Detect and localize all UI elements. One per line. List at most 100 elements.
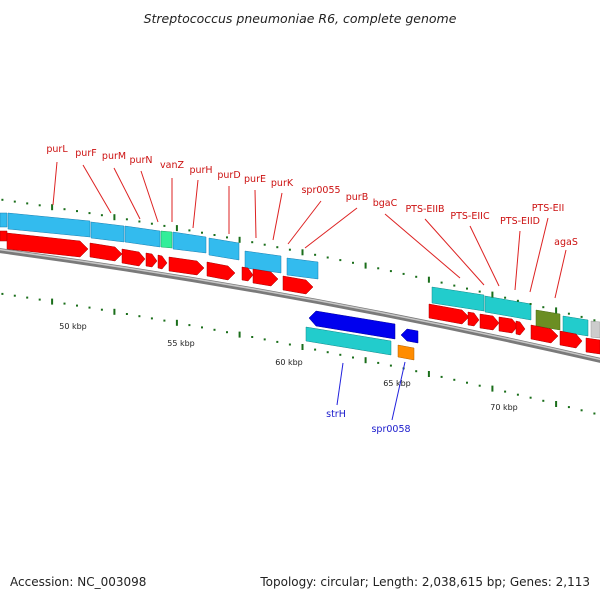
gene-label-spr0055[interactable]: spr0055 xyxy=(301,185,340,196)
gene-block[interactable] xyxy=(431,286,485,312)
cds-arrow[interactable] xyxy=(530,324,559,344)
tick-minor xyxy=(213,328,216,331)
gene-label-spr0058[interactable]: spr0058 xyxy=(371,424,410,435)
gene-block[interactable] xyxy=(124,225,161,248)
tick-major xyxy=(555,401,558,407)
tick-minor xyxy=(377,267,380,270)
tick-minor xyxy=(138,315,141,318)
tick-major xyxy=(491,291,494,298)
cds-arrow[interactable] xyxy=(241,266,254,282)
tick-minor xyxy=(478,384,481,387)
reverse-gene-block-strH[interactable] xyxy=(305,326,392,356)
tick-minor xyxy=(251,241,254,244)
gene-block[interactable] xyxy=(562,315,589,337)
cds-arrow[interactable] xyxy=(585,337,600,355)
gene-block-grey[interactable] xyxy=(590,320,600,339)
gene-label-purK[interactable]: purK xyxy=(271,178,294,189)
tick-minor xyxy=(593,319,596,322)
reverse-cds-arrow-spr0058[interactable] xyxy=(400,328,419,344)
gene-label-PTS-EIIB[interactable]: PTS-EIIB xyxy=(405,204,444,215)
tick-major xyxy=(364,357,367,364)
tick-minor xyxy=(326,351,329,354)
gene-label-PTS-EIID[interactable]: PTS-EIID xyxy=(500,216,540,227)
forward-cds-track xyxy=(0,230,600,355)
map-title: Streptococcus pneumoniae R6, complete ge… xyxy=(144,11,457,26)
gene-label-purM[interactable]: purM xyxy=(102,151,126,162)
cds-arrow[interactable] xyxy=(206,261,236,281)
gene-label-purN[interactable]: purN xyxy=(129,155,152,166)
bottom-gene-labels: strH spr0058 xyxy=(326,409,410,435)
gene-label-purB[interactable]: purB xyxy=(346,192,368,203)
gene-block[interactable] xyxy=(7,212,91,238)
tick-minor xyxy=(504,296,507,299)
reverse-cds-arrow-strH[interactable] xyxy=(308,310,396,340)
cds-arrow[interactable] xyxy=(121,248,146,267)
gene-label-strH[interactable]: strH xyxy=(326,409,346,420)
gene-label-PTS-EII[interactable]: PTS-EII xyxy=(532,203,565,214)
tick-minor xyxy=(580,409,583,412)
tick-minor xyxy=(339,353,342,356)
tick-minor xyxy=(276,246,279,249)
cds-arrow[interactable] xyxy=(0,230,8,242)
cds-arrow[interactable] xyxy=(168,256,205,276)
tick-major xyxy=(175,225,178,232)
gene-label-purH[interactable]: purH xyxy=(189,165,212,176)
gene-label-purD[interactable]: purD xyxy=(217,170,240,181)
gene-label-purE[interactable]: purE xyxy=(244,174,266,185)
tick-minor xyxy=(352,356,354,359)
gene-block[interactable] xyxy=(286,257,319,280)
gene-label-bgaC[interactable]: bgaC xyxy=(373,198,398,209)
tick-major xyxy=(238,331,241,338)
gene-block[interactable] xyxy=(90,221,125,243)
cds-arrow[interactable] xyxy=(89,242,123,262)
tick-minor xyxy=(226,331,228,334)
tick-minor xyxy=(567,406,570,409)
cds-arrow[interactable] xyxy=(498,316,519,334)
tick-minor xyxy=(377,361,380,364)
tick-minor xyxy=(415,275,418,278)
gene-block-vanZ[interactable] xyxy=(160,230,173,249)
reverse-gene-block-spr0058[interactable] xyxy=(397,344,415,361)
topology-text: Topology: circular; Length: 2,038,615 bp… xyxy=(259,575,590,589)
cds-arrow[interactable] xyxy=(428,303,470,325)
tick-major xyxy=(113,308,116,315)
tick-minor xyxy=(26,202,29,205)
cds-arrow[interactable] xyxy=(467,311,480,327)
gene-block[interactable] xyxy=(208,237,240,261)
cds-arrow[interactable] xyxy=(6,232,89,258)
tick-major xyxy=(301,249,304,256)
tick-minor xyxy=(163,319,166,322)
gene-block-olive[interactable] xyxy=(535,309,561,331)
kbp-label: 70 kbp xyxy=(490,403,518,412)
cds-arrow[interactable] xyxy=(479,313,500,331)
gene-block[interactable] xyxy=(484,295,532,321)
tick-minor xyxy=(567,312,570,315)
gene-block[interactable] xyxy=(172,231,207,254)
tick-minor xyxy=(76,304,78,307)
tick-minor xyxy=(201,326,203,329)
cds-arrow[interactable] xyxy=(559,330,583,349)
gene-label-vanZ[interactable]: vanZ xyxy=(160,160,184,171)
tick-minor xyxy=(26,296,29,299)
tick-major xyxy=(175,319,178,326)
tick-minor xyxy=(529,303,532,305)
gene-block[interactable] xyxy=(244,250,282,274)
gene-label-agaS[interactable]: agaS xyxy=(554,237,578,248)
gene-block[interactable] xyxy=(0,212,8,228)
tick-minor xyxy=(402,272,405,275)
gene-label-purF[interactable]: purF xyxy=(75,148,96,159)
gene-label-PTS-EIIC[interactable]: PTS-EIIC xyxy=(450,211,490,222)
tick-minor xyxy=(76,210,78,213)
tick-major xyxy=(427,371,430,377)
cds-arrow[interactable] xyxy=(282,275,314,295)
cds-arrow[interactable] xyxy=(252,268,279,287)
tick-minor xyxy=(188,324,191,327)
cds-arrow[interactable] xyxy=(145,252,158,268)
cds-arrow[interactable] xyxy=(515,320,526,336)
tick-minor xyxy=(276,340,279,343)
tick-minor xyxy=(213,234,216,236)
tick-minor xyxy=(63,208,66,211)
cds-arrow[interactable] xyxy=(157,254,168,270)
tick-minor xyxy=(542,399,545,402)
gene-label-purL[interactable]: purL xyxy=(46,144,68,155)
